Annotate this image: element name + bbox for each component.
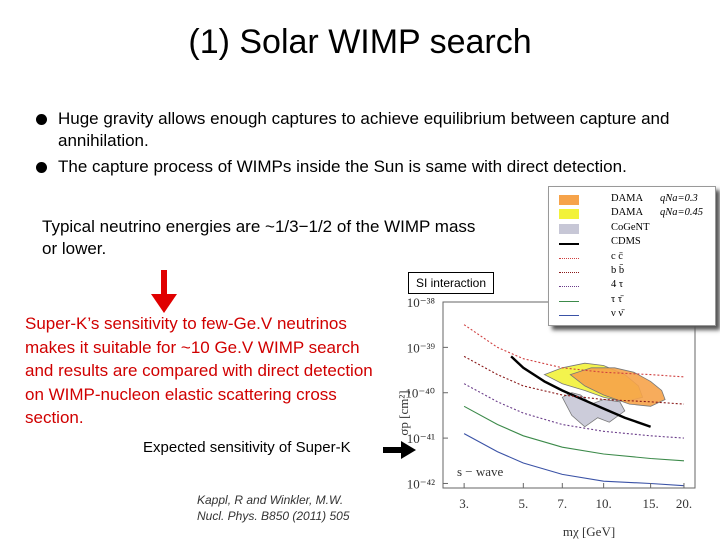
right-arrow-icon bbox=[383, 441, 416, 459]
y-tick-label: 10⁻³⁸ bbox=[407, 295, 436, 310]
citation: Kappl, R and Winkler, M.W. Nucl. Phys. B… bbox=[197, 492, 350, 524]
bullet-icon bbox=[36, 114, 47, 125]
legend-entry: 4 τ bbox=[555, 279, 711, 293]
legend-label: CoGeNT bbox=[611, 221, 650, 233]
legend-label: c c̄ bbox=[611, 250, 623, 262]
x-tick-label: 20. bbox=[676, 496, 692, 511]
wimp-cross-section-plot: 3. 5. 7. 10. 15. 20. 10⁻³⁸ 10⁻³⁹ 10⁻⁴⁰ 10⁻⁴¹ 10⁻⁴²… bbox=[396, 295, 696, 539]
legend-entry: CoGeNT bbox=[555, 222, 711, 236]
legend-swatch bbox=[559, 286, 579, 288]
legend-quenching: qNa=0.3 bbox=[660, 193, 698, 204]
region-dama-q-0-3 bbox=[569, 367, 666, 407]
y-tick-label: 10⁻⁴¹ bbox=[407, 431, 435, 446]
legend-entry: b b̄ bbox=[555, 265, 711, 279]
y-tick-label: 10⁻³⁹ bbox=[407, 340, 436, 355]
legend-entry: CDMS bbox=[555, 236, 711, 250]
x-tick-label: 5. bbox=[518, 496, 528, 511]
legend-swatch bbox=[559, 195, 579, 205]
legend-label: b b̄ bbox=[611, 265, 625, 276]
citation-authors: Kappl, R and Winkler, M.W. bbox=[197, 493, 344, 507]
legend-label: ν ν̄ bbox=[611, 308, 624, 320]
down-arrow-icon bbox=[151, 270, 177, 313]
y-tick-label: 10⁻⁴⁰ bbox=[405, 386, 435, 401]
legend-label: DAMA bbox=[611, 207, 644, 219]
legend-swatch bbox=[559, 315, 579, 317]
x-tick-label: 15. bbox=[642, 496, 658, 511]
legend-swatch bbox=[559, 257, 579, 259]
legend-entry: ν ν̄ bbox=[555, 308, 711, 322]
bullet-text: Huge gravity allows enough captures to a… bbox=[58, 109, 670, 150]
y-axis-label: σp [cm²] bbox=[396, 390, 411, 435]
bullet-item: The capture process of WIMPs inside the … bbox=[36, 156, 696, 178]
bullet-text: The capture process of WIMPs inside the … bbox=[58, 157, 627, 176]
legend-swatch bbox=[559, 272, 579, 273]
legend-swatch bbox=[559, 223, 579, 234]
si-interaction-label: SI interaction bbox=[408, 272, 494, 294]
energy-note: Typical neutrino energies are ~1/3−1/2 o… bbox=[42, 217, 476, 258]
legend-entry: DAMA qNa=0.45 bbox=[555, 207, 711, 221]
legend-label: τ τ̄ bbox=[611, 293, 623, 305]
legend-entry: τ τ̄ bbox=[555, 294, 711, 308]
legend-swatch bbox=[559, 209, 579, 220]
bullet-icon bbox=[36, 162, 47, 173]
chart-legend: DAMA qNa=0.3 DAMA qNa=0.45 CoGeNT CDMS c c̄ b b… bbox=[548, 186, 716, 326]
series-line-1 bbox=[463, 324, 685, 378]
x-tick-label: 3. bbox=[459, 496, 469, 511]
citation-journal: Nucl. Phys. B850 (2011) 505 bbox=[197, 509, 350, 523]
x-tick-label: 10. bbox=[596, 496, 612, 511]
series-line-3 bbox=[463, 383, 685, 439]
x-tick-label: 7. bbox=[557, 496, 567, 511]
slide-title: (1) Solar WIMP search bbox=[188, 23, 532, 61]
legend-label: DAMA bbox=[611, 193, 644, 204]
legend-quenching: qNa=0.45 bbox=[660, 207, 703, 219]
legend-entry: c c̄ bbox=[555, 251, 711, 265]
legend-swatch bbox=[559, 243, 579, 246]
legend-entry: DAMA qNa=0.3 bbox=[555, 193, 711, 207]
legend-label: CDMS bbox=[611, 236, 641, 248]
legend-swatch bbox=[559, 300, 579, 302]
x-axis-label: mχ [GeV] bbox=[563, 524, 615, 539]
y-tick-label: 10⁻⁴² bbox=[407, 476, 435, 491]
expected-sensitivity-label: Expected sensitivity of Super-K bbox=[143, 439, 351, 456]
region-cogent bbox=[561, 392, 626, 428]
series-line-0 bbox=[510, 355, 651, 428]
legend-label: 4 τ bbox=[611, 279, 624, 291]
superk-note: Super-K’s sensitivity to few-Ge.V neutri… bbox=[25, 314, 373, 427]
series-line-4 bbox=[463, 405, 685, 462]
swave-annotation: s − wave bbox=[457, 464, 504, 479]
bullet-item: Huge gravity allows enough captures to a… bbox=[36, 108, 696, 152]
